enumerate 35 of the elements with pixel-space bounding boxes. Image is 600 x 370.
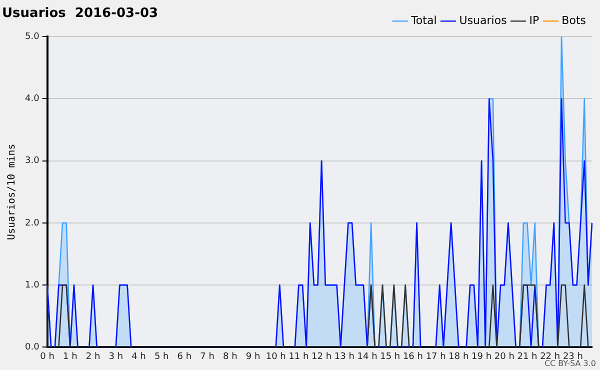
y-tick-label: 3.0 <box>24 156 40 166</box>
x-tick-label: 3 h <box>108 352 124 362</box>
legend-label: Total <box>410 14 437 27</box>
x-tick-label: 5 h <box>154 352 169 362</box>
legend-label: Bots <box>562 14 586 27</box>
x-tick-label: 14 h <box>357 352 378 362</box>
text: CC BY-SA 3.0 <box>544 359 596 368</box>
x-tick-label: 6 h <box>177 352 192 362</box>
chart-title: Usuarios 2016-03-03 <box>2 6 158 22</box>
y-tick-label: 5.0 <box>24 32 40 42</box>
x-tick-label: 2 h <box>86 352 100 362</box>
y-tick-label: 0.0 <box>24 342 40 353</box>
x-tick-label: 1 h <box>63 352 78 362</box>
x-tick-label: 13 h <box>334 352 354 362</box>
y-tick-label: 1.0 <box>24 280 40 290</box>
x-tick-label: 10 h <box>266 352 286 362</box>
y-tick-label: 2.0 <box>24 218 40 228</box>
x-tick-label: 8 h <box>222 352 238 362</box>
x-tick-label: 4 h <box>132 352 146 362</box>
x-tick-label: 7 h <box>200 352 214 362</box>
x-tick-label: 9 h <box>246 352 260 362</box>
x-tick-label: 20 h <box>494 352 514 362</box>
x-tick-label: 0 h <box>40 352 54 362</box>
x-tick-label: 15 h <box>380 352 400 362</box>
y-tick-label: 4.0 <box>24 94 40 104</box>
legend-label: Usuarios <box>459 14 508 27</box>
x-tick-label: 17 h <box>426 352 446 362</box>
x-tick-label: 11 h <box>288 352 309 362</box>
x-tick-label: 16 h <box>402 352 423 362</box>
x-tick-label: 12 h <box>312 352 332 362</box>
x-tick-label: 21 h <box>517 352 538 362</box>
x-tick-label: 19 h <box>472 352 492 362</box>
y-axis-title: Usuarios/10 mins <box>6 144 18 240</box>
legend-label: IP <box>529 14 540 27</box>
x-tick-label: 18 h <box>448 352 469 362</box>
